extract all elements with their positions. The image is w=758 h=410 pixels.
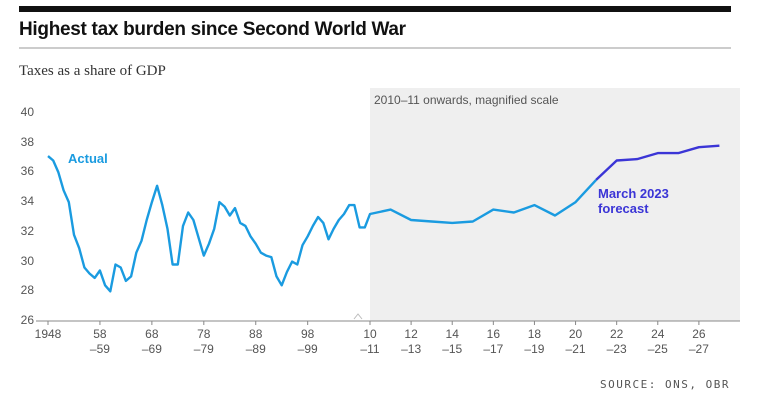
annotation: 2010–11 onwards, magnified scale [374,93,559,107]
series-label: March 2023 forecast [598,186,669,216]
x-tick-label: 18 –19 [524,327,545,356]
y-tick-label: 38 [20,134,34,149]
chart-title: Highest tax burden since Second World Wa… [19,19,406,40]
y-tick-label: 32 [20,223,34,238]
x-tick-label: 12 –13 [401,327,422,356]
x-tick-label: 1948 [34,327,62,341]
x-tick-label: 68 –69 [141,327,162,356]
source: SOURCE: ONS, OBR [600,378,730,391]
x-tick-label: 98 –99 [297,327,318,356]
y-tick-label: 40 [20,105,34,119]
x-tick-label: 22 –23 [606,327,627,356]
x-tick-label: 10 –11 [360,327,380,356]
x-tick-label: 58 –59 [89,327,110,356]
series-label: Actual [68,151,108,166]
chart-subtitle: Taxes as a share of GDP [19,63,166,79]
series-line [595,144,720,181]
y-tick-label: 28 [20,283,34,298]
x-tick-label: 24 –25 [647,327,668,356]
x-tick-label: 16 –17 [483,327,504,356]
x-tick-label: 26 –27 [688,327,709,356]
x-tick-label: 14 –15 [442,327,463,356]
y-tick-label: 34 [20,194,34,209]
y-tick-label: 36 [20,164,34,179]
y-tick-label: 26 [20,313,34,327]
series-line [47,155,597,293]
top-bar [19,6,731,12]
axis-break [353,313,363,320]
magnified-region [370,88,740,321]
x-tick-label: 88 –89 [245,327,266,356]
y-tick-label: 30 [20,253,34,268]
x-tick-label: 78 –79 [193,327,214,356]
x-tick-label: 20 –21 [565,327,586,356]
